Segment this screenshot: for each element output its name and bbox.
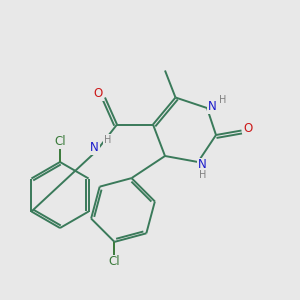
Text: O: O: [94, 87, 103, 101]
Text: N: N: [90, 141, 99, 154]
Text: N: N: [208, 100, 217, 113]
Text: N: N: [198, 158, 207, 172]
Text: H: H: [199, 169, 206, 180]
Text: H: H: [104, 135, 111, 145]
Text: Cl: Cl: [54, 135, 66, 148]
Text: H: H: [219, 94, 226, 105]
Text: O: O: [244, 122, 253, 136]
Text: Cl: Cl: [109, 256, 120, 268]
